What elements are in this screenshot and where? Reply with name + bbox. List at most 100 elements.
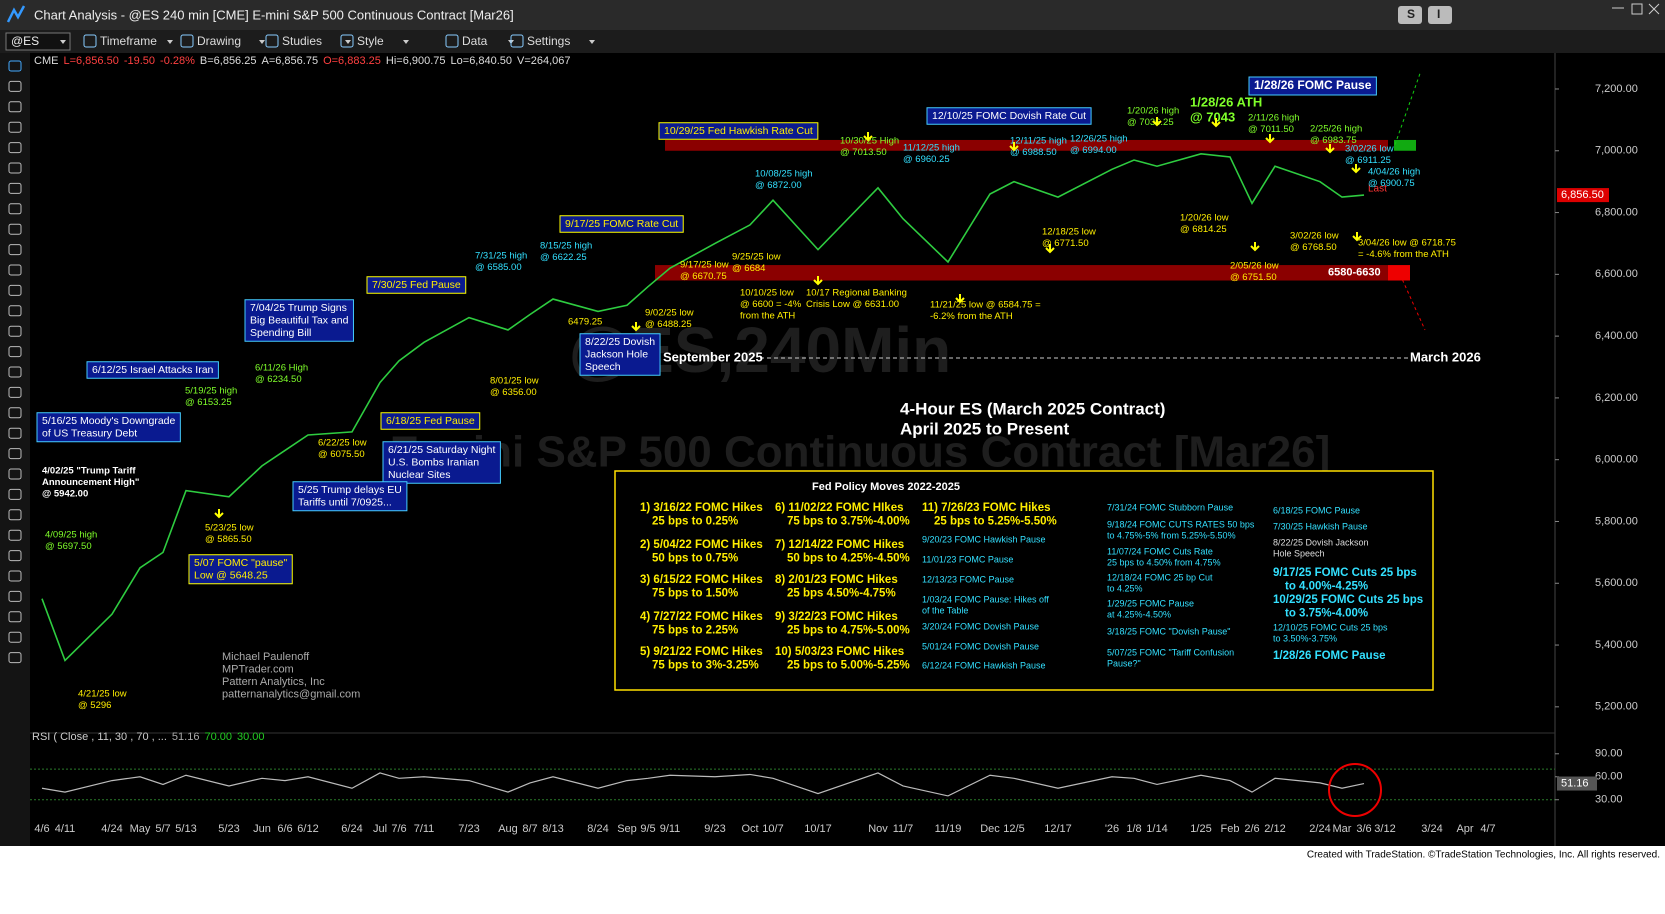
annotation-text: 3/02/26 low [1345,144,1394,155]
quote-part: -0.28% [160,55,195,67]
sidebar-tool[interactable] [8,386,22,398]
sidebar-tool[interactable] [8,631,22,643]
fed-item: Pause?" [1107,658,1141,668]
annotation-box [382,441,501,484]
sidebar-tool[interactable] [8,325,22,337]
annotation: 4/09/25 high@ 5697.50 [45,530,97,553]
fed-item: to 4.00%-4.25% [1285,581,1368,593]
sidebar-tool[interactable] [8,407,22,419]
sidebar-tool[interactable] [8,60,22,72]
fed-item: to 4.75%-5% from 5.25%-5.50% [1107,530,1236,540]
annotation-text: @ 6768.50 [1290,242,1337,253]
x-tick-label: 7/11 [414,823,435,835]
sidebar-tool[interactable] [8,80,22,92]
toolbar-item[interactable]: Timeframe [100,34,157,48]
sidebar-tool[interactable] [8,203,22,215]
x-tick-label: 2/12 [1264,823,1285,835]
fed-item: 9/18/24 FOMC CUTS RATES 50 bps [1107,519,1255,529]
fed-item: to 3.75%-4.00% [1285,608,1368,620]
sidebar-tool[interactable] [8,223,22,235]
fed-box-title: Fed Policy Moves 2022-2025 [812,481,960,493]
x-tick-label: 5/23 [218,823,239,835]
annotation-text: Spending Bill [250,327,311,339]
sidebar-tool[interactable] [8,284,22,296]
fed-item: 11/01/23 FOMC Pause [922,554,1013,564]
arrow [1250,242,1260,252]
window-button[interactable] [1398,6,1422,24]
toolbar-item[interactable]: Studies [282,34,322,48]
x-tick-label: 9/23 [704,823,725,835]
sidebar-tool[interactable] [8,529,22,541]
rsi-tick-label: 90.00 [1595,748,1623,760]
sidebar-tool[interactable] [8,509,22,521]
fed-item: 50 bps to 0.75% [652,553,738,565]
rsi-tick-label: 60.00 [1595,771,1623,783]
annotation-box [292,481,408,512]
annotation: 6/12/25 Israel Attacks Iran [86,361,219,379]
last-price-box [1557,188,1609,203]
rsi-title: RSI ( Close , 11, 30 , 70 , ... [32,731,167,743]
fed-item: 9) 3/22/23 FOMC Hikes [775,611,898,623]
x-tick-label: Jul [373,823,387,835]
sidebar-tool[interactable] [8,652,22,664]
toolbar-item[interactable]: Data [462,34,488,48]
sidebar-tool[interactable] [8,366,22,378]
sidebar-tool[interactable] [8,182,22,194]
sidebar-tool[interactable] [8,305,22,317]
window-title: Chart Analysis - @ES 240 min [CME] E-min… [34,7,514,22]
sidebar-tool[interactable] [8,570,22,582]
sidebar-tool[interactable] [8,101,22,113]
footer: Created with TradeStation. ©TradeStation… [1307,850,1660,861]
sidebar-tool[interactable] [8,346,22,358]
sidebar-tool[interactable] [8,427,22,439]
toolbar-item[interactable]: Style [357,34,384,48]
annotation-text: 8/22/25 Dovish [585,336,655,348]
x-tick-label: 12/5 [1003,823,1024,835]
rsi-header-value: 30.00 [237,731,265,743]
rsi-highlight [1328,763,1382,817]
arrow [1009,142,1019,152]
sidebar-tool[interactable] [8,488,22,500]
sidebar-tool[interactable] [8,264,22,276]
dropdown [60,40,66,44]
maximize[interactable] [1631,3,1643,15]
annotation-text: @ 7013.50 [840,147,887,158]
x-tick-label: 7/6 [391,823,406,835]
sidebar-tool[interactable] [8,142,22,154]
toolbar-item[interactable]: Drawing [197,34,241,48]
annotation-text: @ 6488.25 [645,319,692,330]
sidebar-tool[interactable] [8,448,22,460]
arrow [1045,244,1055,254]
sidebar-tool[interactable] [8,121,22,133]
annotation-text: @ 7043 [1190,109,1235,124]
symbol-input[interactable] [5,32,71,51]
sidebar-tool[interactable] [8,590,22,602]
fed-item: 25 bps to 4.75%-5.00% [787,625,910,637]
fed-item: 25 bps to 5.25%-5.50% [934,516,1057,528]
sidebar-tool[interactable] [8,468,22,480]
annotation: 12/18/25 low@ 6771.50 [1042,227,1096,250]
annotation: 12/26/25 high@ 6994.00 [1070,134,1128,157]
x-tick-label: 11/7 [893,823,914,835]
sidebar-tool[interactable] [8,244,22,256]
annotation: 2/11/26 high@ 7011.50 [1248,113,1300,136]
window-button[interactable] [1428,6,1452,24]
quote-part: A=6,856.75 [261,55,318,67]
toolbar-item[interactable]: Settings [527,34,570,48]
app-icon [6,5,26,23]
sidebar-tool[interactable] [8,611,22,623]
y-tick-label: 5,400.00 [1595,639,1638,651]
x-tick-label: Jun [253,823,271,835]
x-tick-label: Nov [868,823,888,835]
annotation-text: @ 6911.25 [1345,155,1391,166]
annotation-text: @ 6600 = -4% [740,299,802,310]
annotation: 11/12/25 high@ 6960.25 [903,143,960,166]
annotation-text: @ 5296 [78,700,111,711]
sidebar-tool[interactable] [8,550,22,562]
annotation-text: @ 6075.50 [318,449,365,460]
close[interactable] [1648,3,1660,15]
sidebar-tool[interactable] [8,162,22,174]
